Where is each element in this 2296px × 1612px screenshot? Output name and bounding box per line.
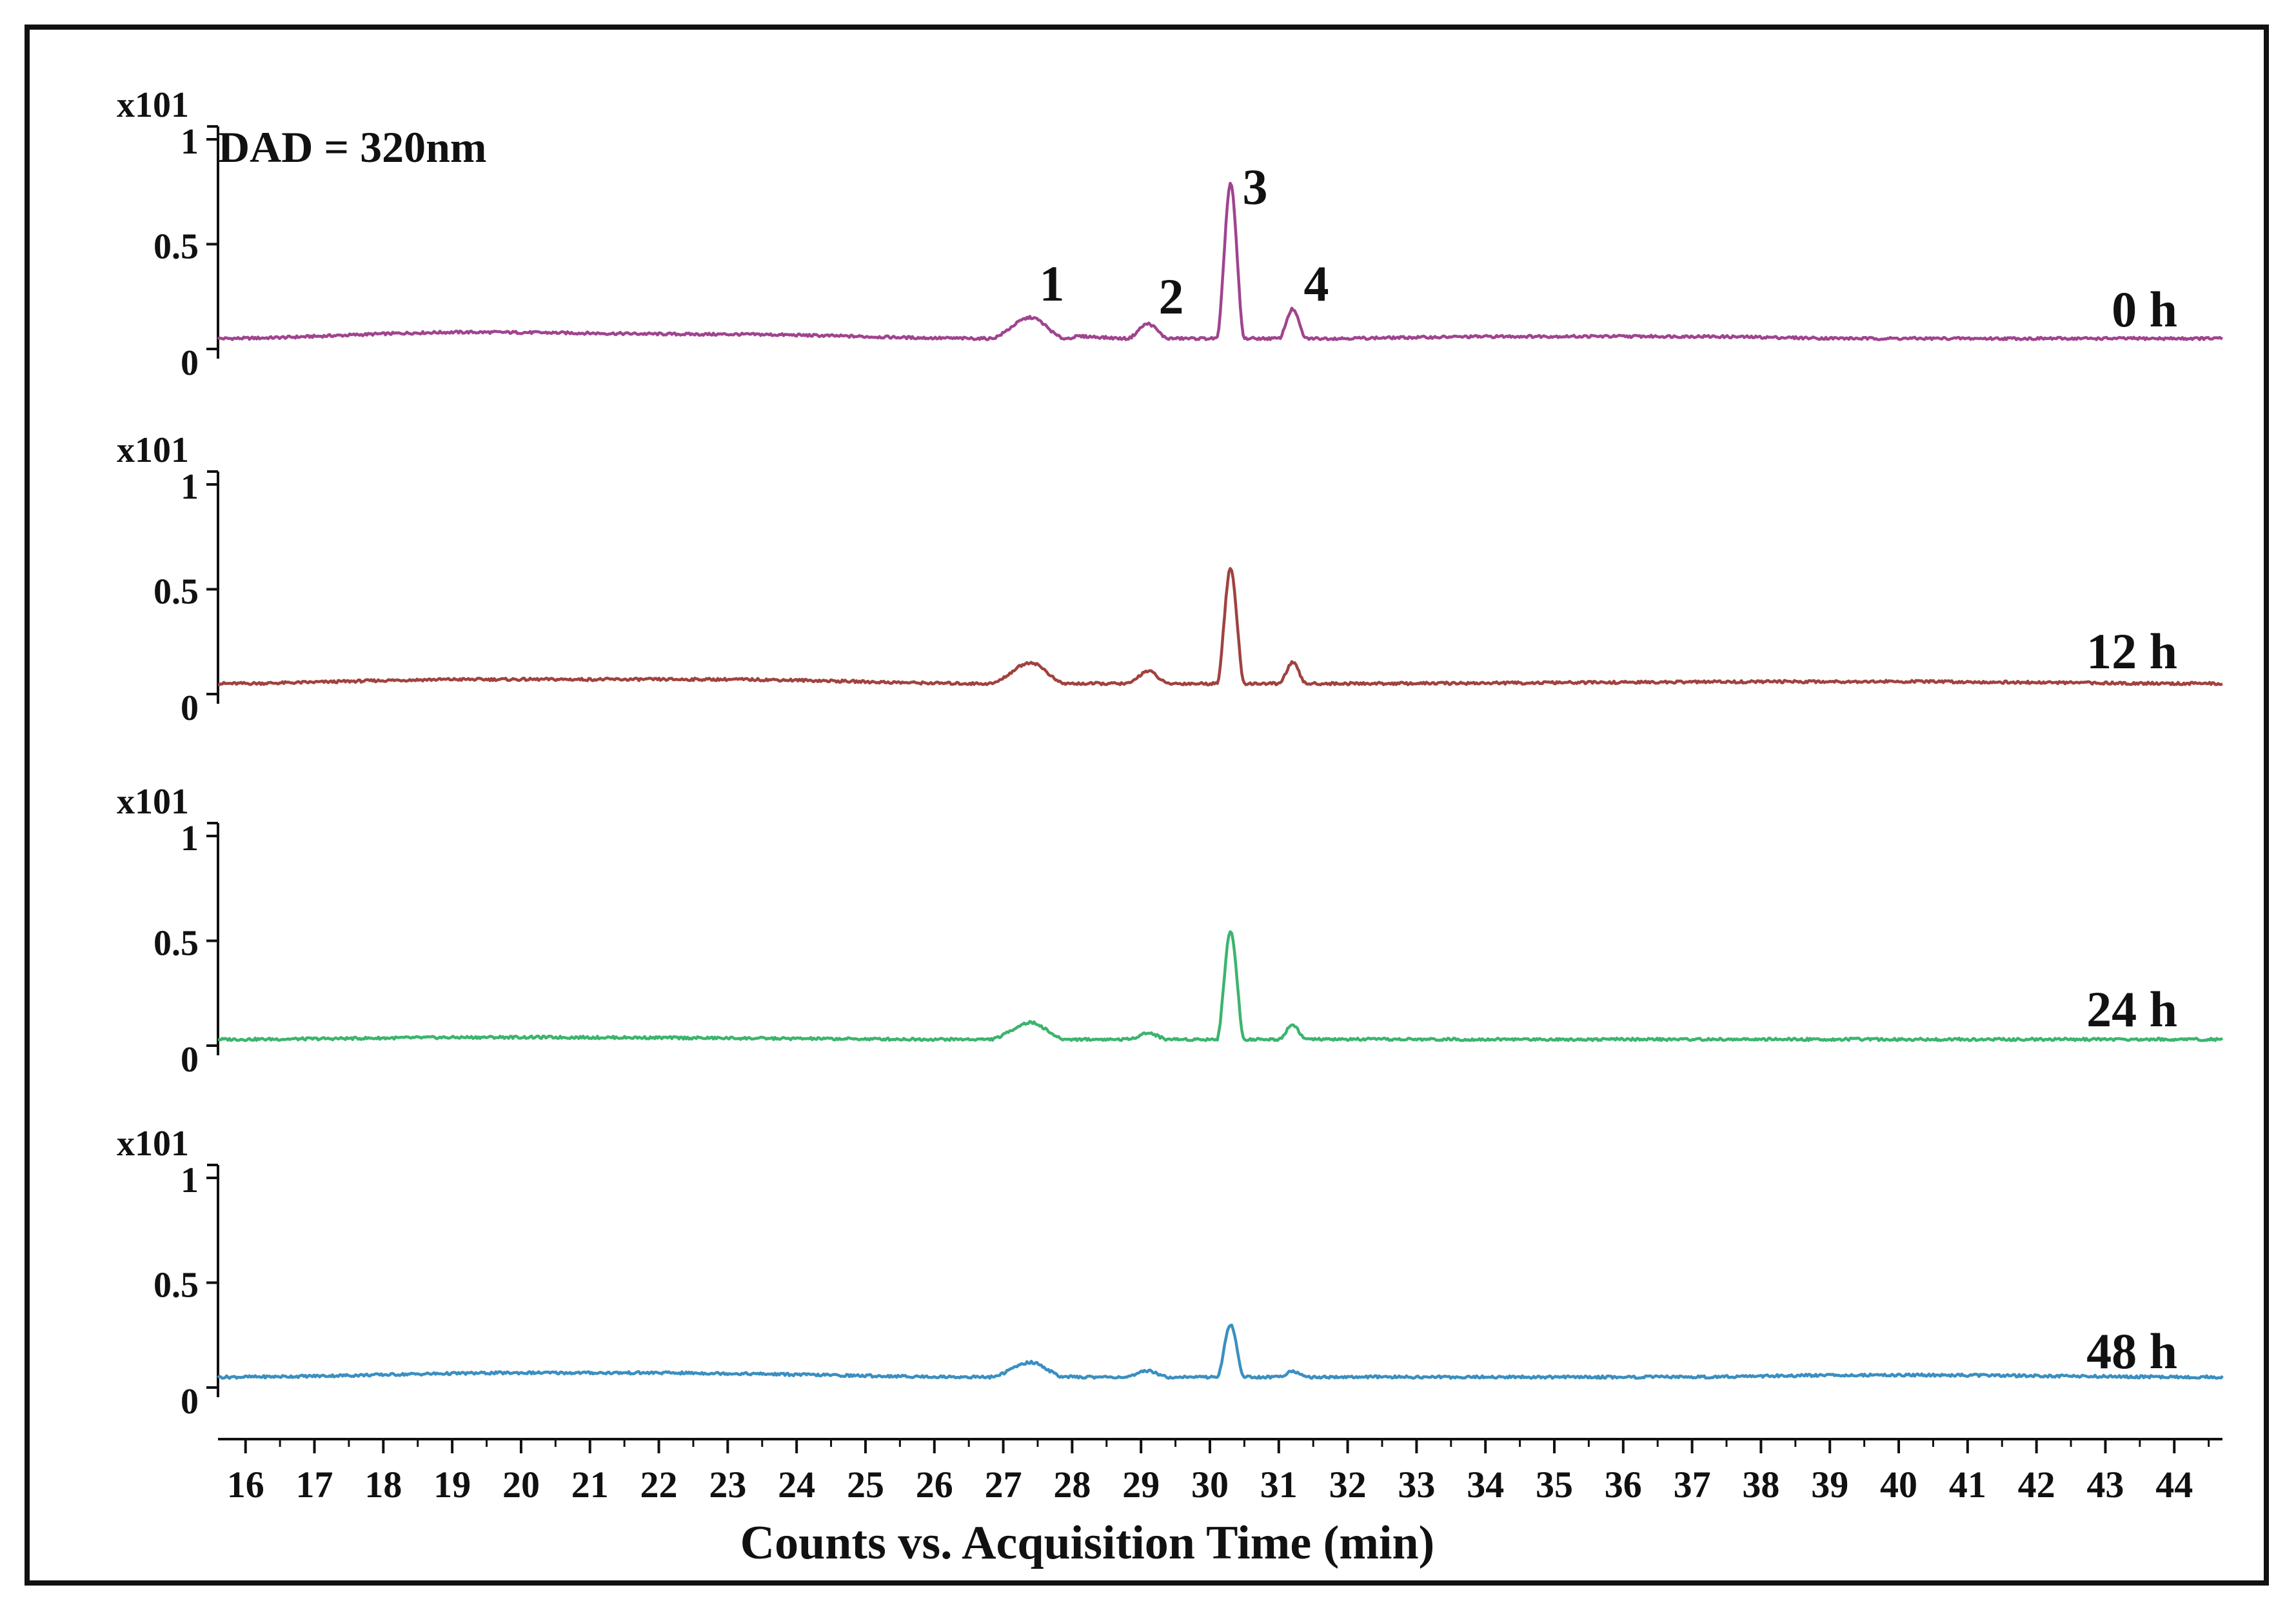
x-tick-label: 41 [1949, 1464, 1986, 1506]
x-tick-label: 34 [1467, 1464, 1504, 1506]
x-tick-label: 20 [502, 1464, 540, 1506]
y-tick-label: 1 [181, 467, 199, 507]
x-tick-label: 42 [2018, 1464, 2055, 1506]
y-tick-label: 0 [181, 1040, 199, 1080]
x-tick-label: 19 [433, 1464, 471, 1506]
x-tick-label: 18 [364, 1464, 402, 1506]
y-exponent-label: x101 [117, 782, 189, 822]
x-tick-label: 22 [640, 1464, 678, 1506]
x-tick-label: 17 [296, 1464, 333, 1506]
peak-label: 3 [1243, 159, 1268, 215]
y-tick-label: 0 [181, 688, 199, 728]
x-tick-label: 36 [1605, 1464, 1642, 1506]
x-tick-label: 44 [2155, 1464, 2193, 1506]
y-tick-label: 0 [181, 343, 199, 383]
chromatogram-chart: DAD = 320nm Counts vs. Acquisition Time … [117, 85, 2224, 1569]
x-tick-label: 24 [778, 1464, 815, 1506]
series-label: 48 h [2086, 1323, 2177, 1379]
x-tick-label: 31 [1260, 1464, 1298, 1506]
figure-frame: DAD = 320nm Counts vs. Acquisition Time … [25, 25, 2269, 1586]
x-tick-label: 21 [571, 1464, 609, 1506]
x-tick-label: 27 [985, 1464, 1022, 1506]
series-label: 12 h [2086, 623, 2177, 679]
x-tick-label: 35 [1536, 1464, 1573, 1506]
x-axis-label: Counts vs. Acquisition Time (min) [740, 1517, 1435, 1569]
peak-label: 4 [1304, 255, 1329, 312]
y-exponent-label: x101 [117, 430, 189, 470]
x-tick-label: 23 [709, 1464, 746, 1506]
series-label: 0 h [2112, 281, 2177, 337]
peak-label: 1 [1040, 255, 1065, 312]
series-line-24h [217, 930, 2224, 1042]
x-tick-label: 33 [1398, 1464, 1435, 1506]
series-line-12h [217, 567, 2223, 686]
x-tick-label: 25 [847, 1464, 884, 1506]
x-tick-label: 30 [1191, 1464, 1229, 1506]
x-tick-label: 39 [1811, 1464, 1848, 1506]
y-exponent-label: x101 [117, 1124, 189, 1164]
x-tick-label: 40 [1880, 1464, 1917, 1506]
peak-label: 2 [1159, 268, 1184, 324]
y-tick-label: 0.5 [153, 572, 199, 612]
x-tick-label: 16 [227, 1464, 264, 1506]
y-tick-label: 0 [181, 1382, 199, 1422]
x-tick-label: 26 [916, 1464, 953, 1506]
series-line-48h [217, 1323, 2224, 1380]
y-tick-label: 1 [181, 122, 199, 162]
x-tick-label: 32 [1329, 1464, 1367, 1506]
y-tick-label: 1 [181, 819, 199, 859]
detector-annotation: DAD = 320nm [218, 123, 487, 172]
x-tick-label: 37 [1674, 1464, 1711, 1506]
x-axis: 16 17 18 19 20 21 22 23 24 25 26 27 28 29 30 31 32 33 34 35… [218, 1438, 2222, 1506]
y-tick-label: 0.5 [153, 227, 199, 267]
x-tick-label: 43 [2086, 1464, 2124, 1506]
y-tick-label: 0.5 [153, 924, 199, 964]
y-exponent-label: x101 [117, 85, 189, 125]
y-tick-label: 0.5 [153, 1266, 199, 1306]
series-line-0h [217, 181, 2223, 341]
series-label: 24 h [2086, 981, 2177, 1037]
x-tick-label: 29 [1122, 1464, 1160, 1506]
x-tick-label: 28 [1053, 1464, 1091, 1506]
y-tick-label: 1 [181, 1160, 199, 1200]
x-tick-label: 38 [1742, 1464, 1779, 1506]
